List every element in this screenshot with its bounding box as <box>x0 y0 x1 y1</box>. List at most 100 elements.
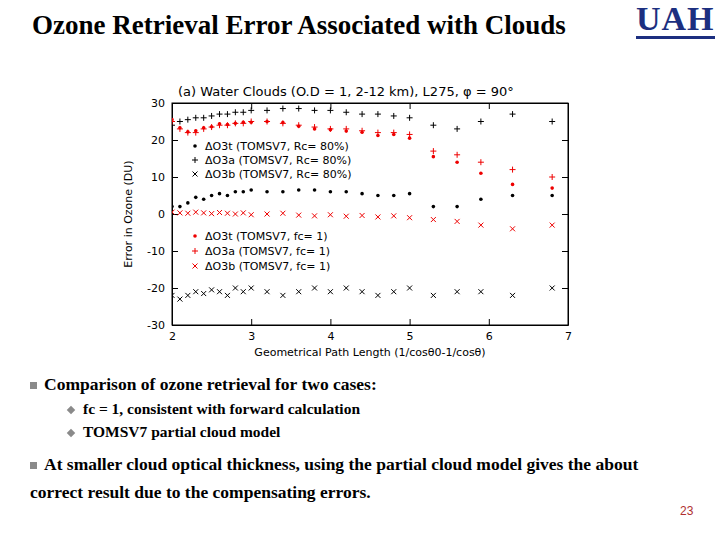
data-point <box>264 119 270 125</box>
data-point <box>186 201 190 205</box>
tick <box>562 214 568 215</box>
data-point <box>312 213 317 218</box>
data-point <box>224 122 230 128</box>
tick-label: 3 <box>248 330 255 343</box>
plot-frame <box>172 103 568 325</box>
tick-label: 30 <box>151 97 165 110</box>
axis-line <box>173 325 569 326</box>
data-point <box>312 124 318 130</box>
slide: 234567-30-20-100102030(a) Water Clouds (… <box>0 0 720 540</box>
data-point <box>391 289 396 294</box>
series <box>172 118 554 190</box>
data-point <box>550 223 555 228</box>
data-point <box>185 130 191 136</box>
tick-label: 0 <box>158 208 165 221</box>
tick: 0 <box>158 208 178 221</box>
data-point <box>407 131 413 137</box>
tick: -10 <box>147 245 178 258</box>
legend-entry: ΔO3t (TOMSV7, fc= 1) <box>193 230 327 243</box>
tick-mark <box>562 288 568 289</box>
sub-bullet-marker <box>67 406 75 414</box>
legend-label: ΔO3b (TOMSV7, fc= 1) <box>205 260 330 273</box>
data-point <box>241 289 246 294</box>
tick <box>562 251 568 252</box>
tick <box>562 103 568 104</box>
data-point <box>360 289 365 294</box>
series <box>172 286 555 302</box>
tick-mark <box>562 214 568 215</box>
data-point <box>313 188 317 192</box>
data-point <box>232 109 238 115</box>
data-point <box>375 293 380 298</box>
tick-label: -10 <box>147 245 165 258</box>
plot-area <box>172 106 555 302</box>
page-number: 23 <box>680 504 693 518</box>
axis-line <box>173 103 569 104</box>
tick-mark <box>410 103 411 109</box>
y-axis-right <box>562 104 569 326</box>
data-point <box>226 194 230 198</box>
legend-marker <box>192 157 198 163</box>
tick-label: 20 <box>151 134 165 147</box>
data-point <box>454 152 460 158</box>
tick-mark <box>562 140 568 141</box>
tick: -30 <box>147 319 178 332</box>
tick-mark <box>172 140 178 141</box>
tick: -20 <box>147 282 178 295</box>
data-point <box>327 107 333 113</box>
tick-label: 2 <box>169 330 176 343</box>
tick: 4 <box>327 319 334 343</box>
data-point <box>455 289 460 294</box>
legend-marker <box>193 172 198 177</box>
data-point <box>280 106 286 112</box>
data-point <box>392 194 396 198</box>
data-point <box>172 293 175 298</box>
tick-label: 10 <box>151 171 165 184</box>
data-point <box>407 215 412 220</box>
data-point <box>510 226 515 231</box>
sub-bullet-text: fc = 1, consistent with forward calculat… <box>83 400 360 417</box>
data-point <box>431 217 436 222</box>
tick: 10 <box>151 171 178 184</box>
data-point <box>510 111 516 117</box>
tick-label: 7 <box>565 330 572 343</box>
data-point <box>549 119 555 125</box>
tick <box>562 140 568 141</box>
data-point <box>312 286 317 291</box>
tick: 6 <box>486 319 493 343</box>
data-point <box>233 286 238 291</box>
data-point <box>193 130 199 136</box>
tick-label: 6 <box>486 330 493 343</box>
data-point <box>296 213 301 218</box>
data-point <box>201 210 206 215</box>
data-point <box>248 107 254 113</box>
chart-title: (a) Water Clouds (O.D = 1, 2-12 km), L27… <box>178 84 514 99</box>
data-point <box>297 188 301 192</box>
data-point <box>280 293 285 298</box>
data-point <box>478 289 483 294</box>
data-point <box>296 122 302 128</box>
data-point <box>391 113 397 119</box>
data-point <box>265 289 270 294</box>
data-point <box>241 190 245 194</box>
tick-mark <box>330 319 331 325</box>
bullet: Comparison of ozone retrieval for two ca… <box>30 370 692 398</box>
tick <box>489 103 490 109</box>
data-point <box>376 194 380 198</box>
tick-label: -20 <box>147 282 165 295</box>
data-point <box>375 111 381 117</box>
legend-label: ΔO3b (TOMSV7, Rc= 80%) <box>205 168 351 181</box>
data-point <box>344 286 349 291</box>
data-point <box>178 205 182 209</box>
data-point <box>201 115 207 121</box>
data-point <box>343 126 349 132</box>
tick-mark <box>172 177 178 178</box>
bullet: At smaller cloud optical thickness, usin… <box>30 450 692 506</box>
data-point <box>193 210 198 215</box>
data-point <box>455 160 459 164</box>
data-point <box>455 205 459 209</box>
legend-marker <box>193 264 198 269</box>
tick: 20 <box>151 134 178 147</box>
data-point <box>408 192 412 196</box>
y-axis-title: Error in Ozone (DU) <box>122 160 135 267</box>
